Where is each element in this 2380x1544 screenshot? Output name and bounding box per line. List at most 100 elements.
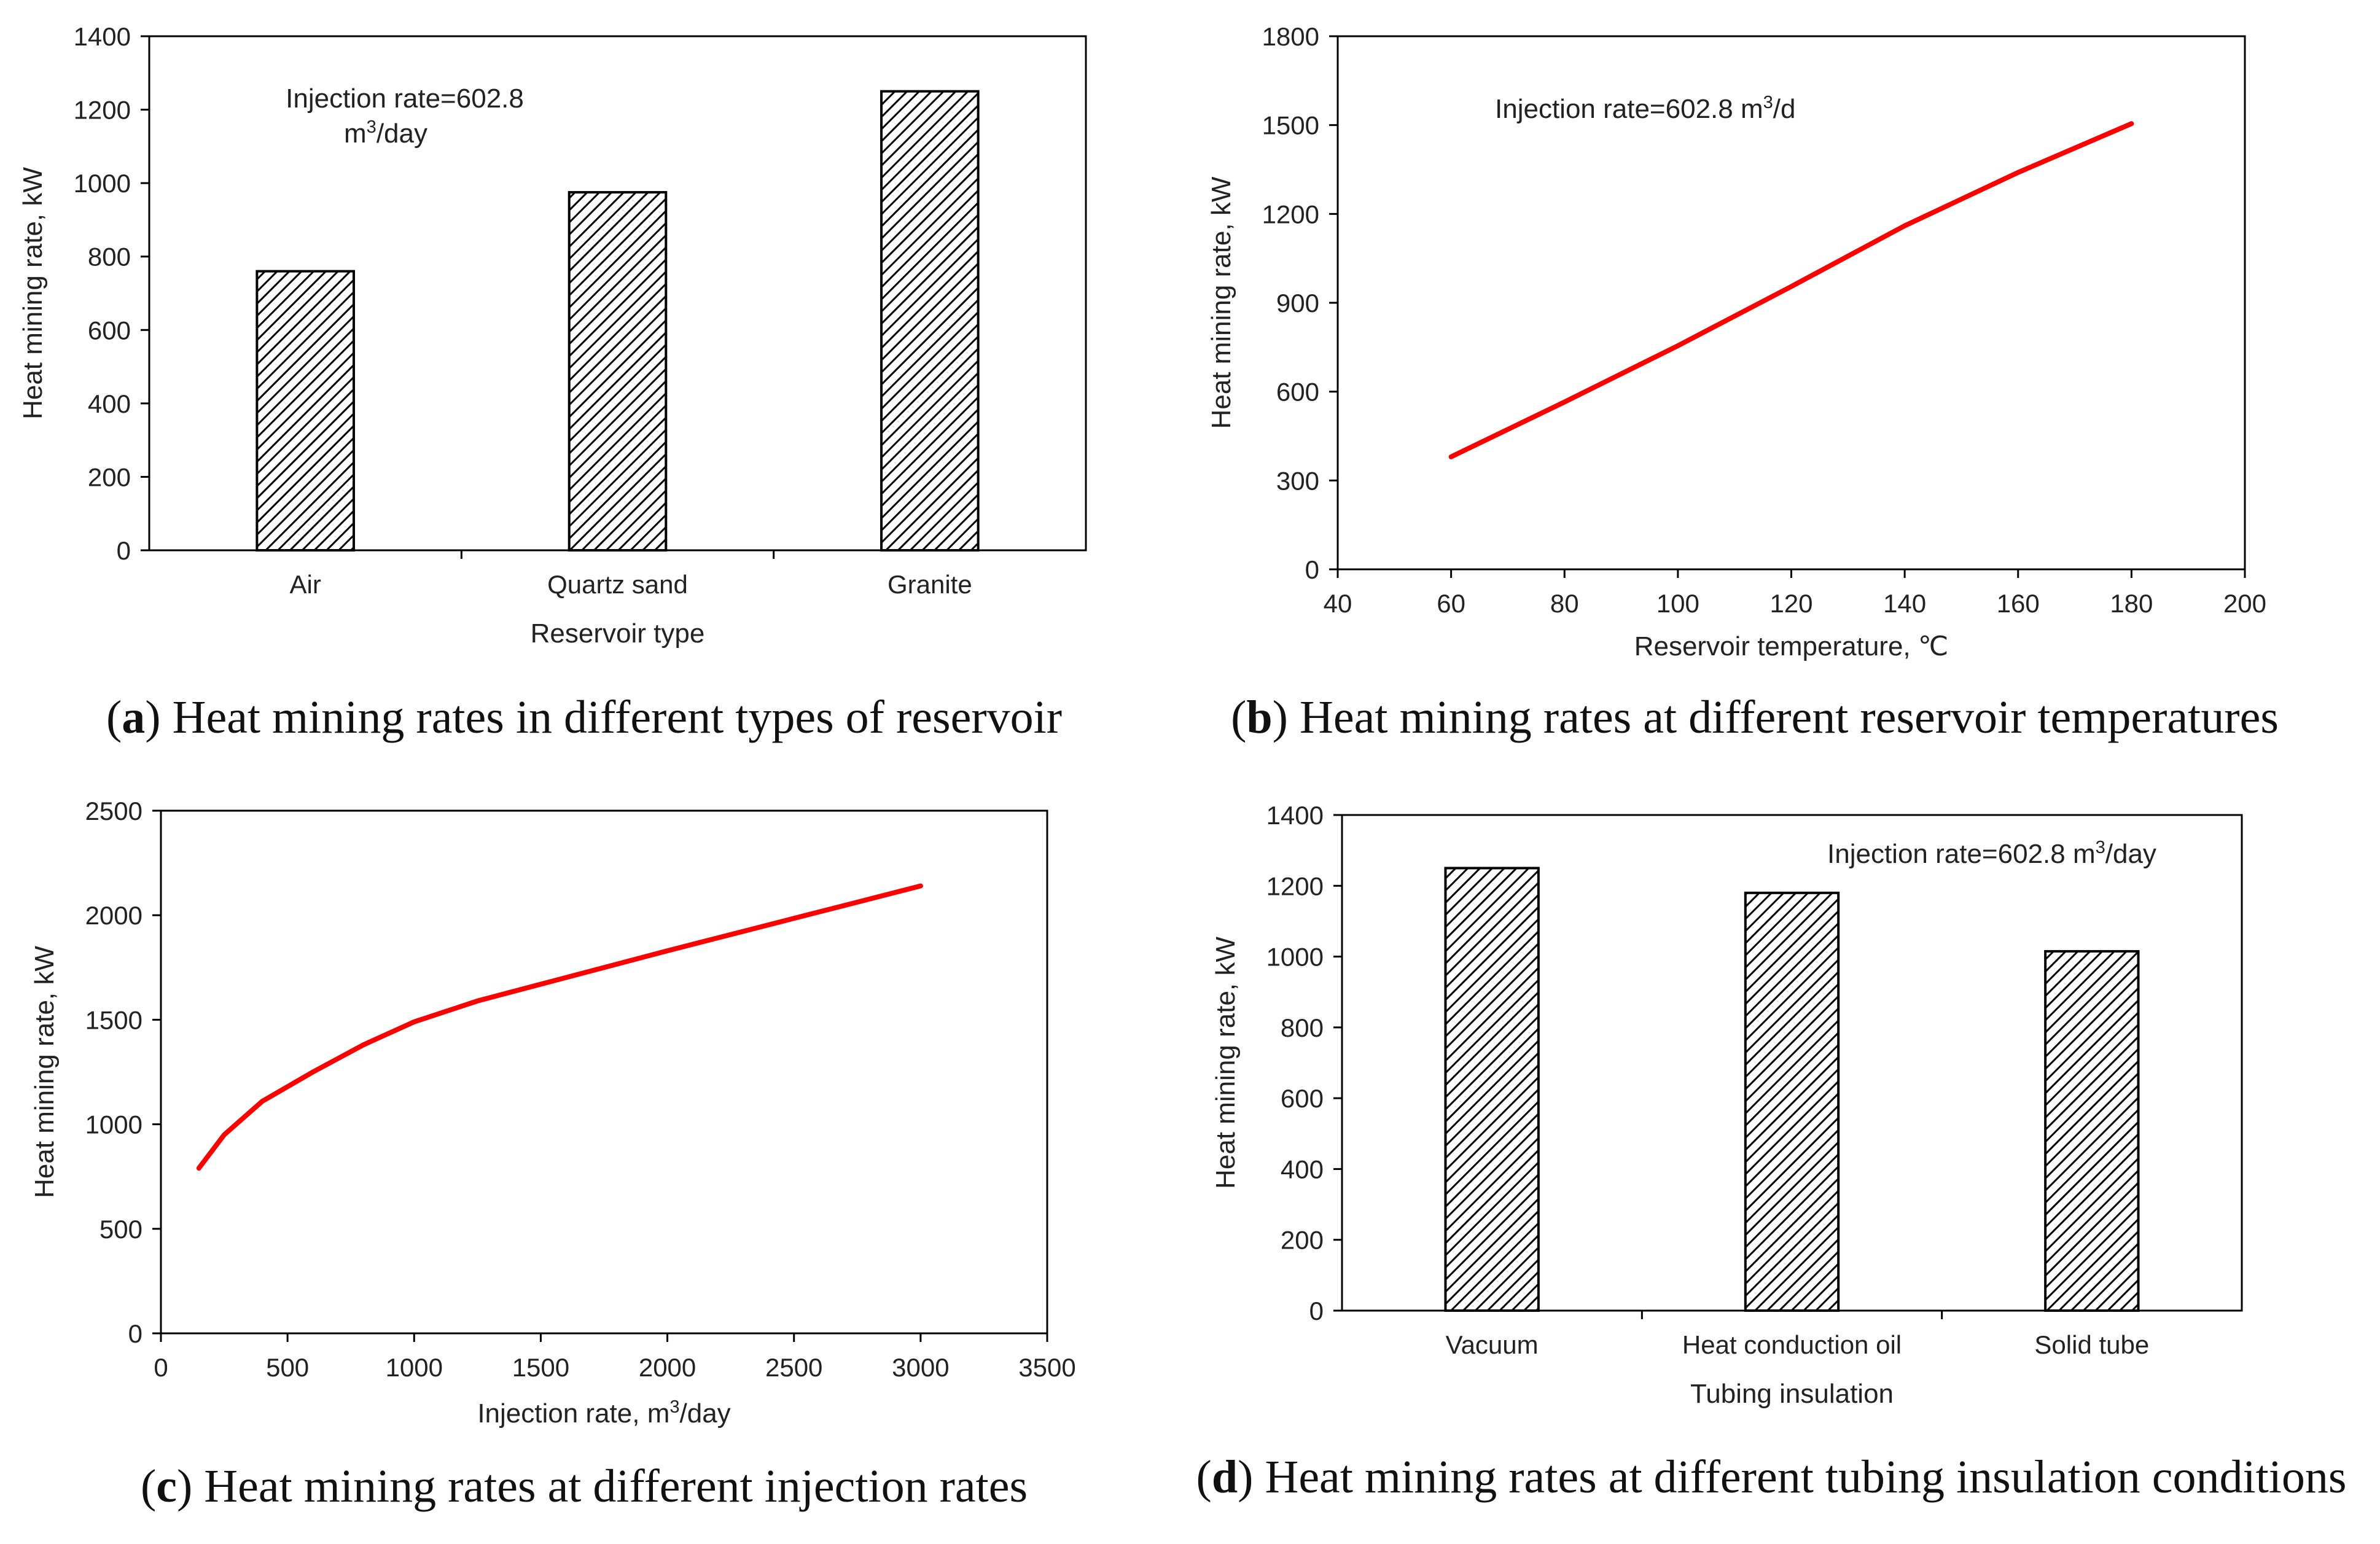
y-tick-label: 1400: [1266, 801, 1324, 830]
bar: [880, 90, 980, 552]
y-tick-label: 200: [88, 462, 131, 491]
x-category-label: Air: [289, 570, 321, 599]
y-tick-label: 400: [1281, 1155, 1324, 1183]
y-tick-label: 1500: [1262, 111, 1319, 140]
caption-letter: b: [1246, 692, 1272, 743]
figure-caption: (b) Heat mining rates at different reser…: [1231, 692, 2279, 743]
caption-letter: a: [122, 692, 145, 743]
y-tick-label: 1200: [1262, 200, 1319, 228]
y-axis-label: Heat mining rate, kW: [18, 167, 48, 419]
y-tick-label: 300: [1276, 466, 1319, 495]
annotation-text: m3/day: [344, 117, 427, 149]
y-tick-label: 500: [99, 1215, 142, 1244]
x-tick-label: 3500: [1018, 1353, 1075, 1382]
x-category-label: Solid tube: [2034, 1330, 2149, 1359]
caption-paren: (: [1196, 1451, 1212, 1503]
x-axis-label-part: Injection rate, m: [477, 1398, 669, 1429]
caption-paren: ): [1273, 692, 1288, 743]
annotation-text-part: Injection rate=602.8 m: [1827, 839, 2096, 869]
plot-frame: [160, 809, 1048, 1335]
annotation-superscript: 3: [367, 117, 377, 137]
x-tick-label: 200: [2223, 589, 2266, 618]
bar: [2044, 949, 2140, 1312]
figure-caption: (a) Heat mining rates in different types…: [106, 692, 1062, 743]
x-tick-label: 140: [1883, 589, 1926, 618]
annotation-text-superscript: 3: [1763, 93, 1773, 112]
chart-panel-a: 0 200 400 600 800 1000 1200 1400 Heat mining rat…: [18, 22, 1087, 743]
y-tick-label: 600: [1276, 378, 1319, 407]
caption-letter: d: [1212, 1451, 1238, 1503]
caption-letter: c: [156, 1460, 177, 1512]
caption-text: Heat mining rates at different reservoir…: [1288, 692, 2279, 743]
x-category-label: Granite: [888, 570, 972, 599]
y-tick-label: 2500: [85, 797, 142, 825]
caption-paren: ): [145, 692, 160, 743]
x-tick-label: 120: [1769, 589, 1812, 618]
y-tick-label: 1200: [74, 96, 131, 125]
chart-panel-c: 0 500 1000 1500 2000 2500 Heat mining rate, kW…: [29, 797, 1076, 1512]
x-tick-label: 2500: [765, 1353, 822, 1382]
x-tick-label: 180: [2110, 589, 2153, 618]
x-axis-label: Reservoir temperature, ℃: [1634, 631, 1949, 661]
x-tick-label: 80: [1550, 589, 1579, 618]
y-tick-label: 1000: [1266, 943, 1324, 972]
caption-paren: (: [141, 1460, 156, 1512]
y-tick-label: 600: [88, 316, 131, 345]
annotation-text-part: /d: [1773, 94, 1796, 124]
x-tick-label: 40: [1324, 589, 1352, 618]
x-axis-label: Reservoir type: [531, 618, 705, 649]
y-tick-label: 800: [88, 243, 131, 271]
x-category-label: Heat conduction oil: [1682, 1330, 1902, 1359]
y-tick-label: 1000: [74, 169, 131, 198]
y-axis-label: Heat mining rate, kW: [29, 946, 60, 1198]
annotation-text: Injection rate=602.8 m3/d: [1495, 93, 1795, 124]
series-line: [196, 883, 923, 1171]
x-tick-label: 1000: [386, 1353, 443, 1382]
caption-text: Heat mining rates in different types of …: [161, 692, 1062, 743]
y-tick-label: 600: [1281, 1084, 1324, 1113]
x-axis-label: Tubing insulation: [1690, 1379, 1894, 1409]
annotation-text-part: Injection rate=602.8 m: [1495, 94, 1763, 124]
y-axis-label: Heat mining rate, kW: [1206, 176, 1236, 429]
x-tick-label: 0: [154, 1353, 168, 1382]
y-tick-label: 1200: [1266, 871, 1324, 900]
bar: [256, 270, 355, 552]
x-category-label: Quartz sand: [547, 570, 688, 599]
x-axis-label-superscript: 3: [669, 1397, 679, 1417]
bar: [1444, 867, 1540, 1312]
x-axis-label: Injection rate, m3/day: [477, 1397, 730, 1429]
y-tick-label: 2000: [85, 901, 142, 930]
y-tick-label: 1800: [1262, 22, 1319, 51]
caption-paren: (: [1231, 692, 1246, 743]
y-tick-label: 0: [128, 1319, 142, 1348]
figure-caption: (d) Heat mining rates at different tubin…: [1196, 1451, 2347, 1503]
caption-paren: ): [177, 1460, 192, 1512]
annotation-text: Injection rate=602.8 m3/day: [1827, 838, 2156, 869]
x-tick-label: 1500: [512, 1353, 569, 1382]
y-tick-label: 800: [1281, 1013, 1324, 1042]
bar: [568, 191, 668, 552]
x-tick-label: 100: [1656, 589, 1699, 618]
annotation-text: Injection rate=602.8: [286, 84, 524, 114]
y-tick-label: 0: [1305, 555, 1319, 584]
annotation-text-superscript: 3: [2096, 838, 2105, 857]
y-tick-label: 1400: [74, 22, 131, 51]
chart-panel-b: 0 300 600 900 1200 1500 1800 Heat mining rate, …: [1206, 22, 2279, 743]
y-tick-label: 200: [1281, 1226, 1324, 1255]
y-tick-label: 900: [1276, 289, 1319, 318]
series-line: [1448, 121, 2134, 459]
y-axis-label: Heat mining rate, kW: [1211, 937, 1241, 1189]
y-tick-label: 0: [1309, 1296, 1324, 1325]
y-tick-label: 1500: [85, 1005, 142, 1034]
x-tick-label: 3000: [892, 1353, 949, 1382]
x-tick-label: 160: [1997, 589, 2040, 618]
caption-text: Heat mining rates at different tubing in…: [1253, 1451, 2346, 1503]
x-tick-label: 60: [1437, 589, 1465, 618]
figure-caption: (c) Heat mining rates at different injec…: [141, 1460, 1028, 1512]
bar: [1744, 891, 1840, 1312]
chart-panel-d: 0 200 400 600 800 1000 1200 1400 Heat mining rat…: [1196, 801, 2347, 1503]
annotation-part: m: [344, 119, 367, 149]
caption-text: Heat mining rates at different injection…: [192, 1460, 1028, 1512]
annotation-part: /day: [377, 119, 427, 149]
